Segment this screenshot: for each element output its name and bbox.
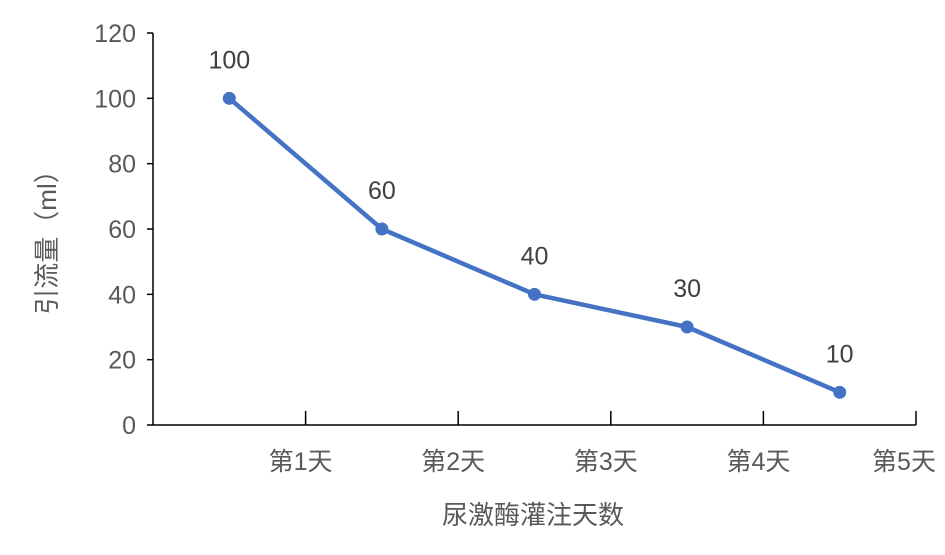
y-tick-label: 80	[108, 151, 136, 179]
x-tick-label: 第2天	[421, 448, 485, 476]
data-label: 30	[673, 275, 701, 303]
y-tick-label: 100	[94, 85, 136, 113]
y-tick-label: 40	[108, 281, 136, 309]
x-tick-label: 第1天	[269, 448, 333, 476]
data-label: 10	[826, 340, 854, 368]
x-tick-label: 第5天	[872, 448, 936, 476]
data-point	[833, 385, 847, 399]
x-tick-label: 第3天	[574, 448, 638, 476]
data-label: 100	[208, 46, 250, 74]
data-point	[680, 320, 694, 334]
data-label: 60	[368, 177, 396, 205]
data-label: 40	[521, 242, 549, 270]
axes	[147, 32, 917, 426]
y-tick-label: 60	[108, 216, 136, 244]
data-point	[528, 287, 541, 301]
x-tick-labels: 第1天 第2天 第3天 第4天 第5天	[269, 448, 936, 476]
data-point	[375, 222, 389, 236]
series-drug-volume	[222, 91, 847, 399]
y-tick-label: 120	[94, 20, 136, 48]
x-axis-title: 尿激酶灌注天数	[442, 500, 624, 530]
x-tick-label: 第4天	[726, 448, 790, 476]
y-tick-label: 0	[122, 412, 136, 440]
data-point	[222, 91, 236, 105]
y-tick-labels: 0 20 40 60 80 100 120	[94, 20, 136, 440]
data-labels: 100 60 40 30 10	[208, 46, 853, 368]
y-tick-label: 20	[108, 347, 136, 375]
y-axis-title: 引流量（ml）	[32, 157, 62, 314]
